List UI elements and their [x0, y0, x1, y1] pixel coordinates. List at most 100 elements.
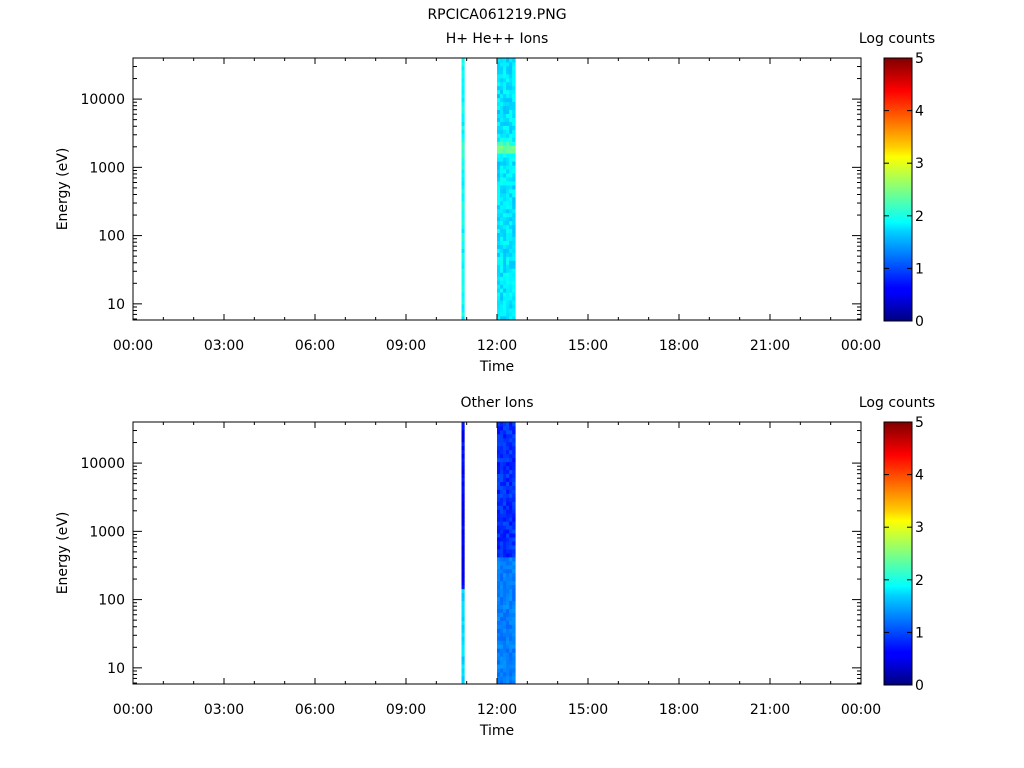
data-cell — [509, 256, 513, 261]
data-cell — [509, 169, 513, 174]
data-cell — [503, 93, 507, 99]
data-cell — [509, 477, 513, 482]
data-cell — [500, 560, 504, 566]
data-cell — [500, 244, 504, 249]
data-cell — [509, 568, 513, 574]
y-tick-label: 100 — [98, 593, 125, 609]
data-cell — [497, 125, 501, 130]
data-cell — [500, 533, 504, 538]
data-cell — [509, 680, 513, 685]
data-cell — [503, 457, 507, 463]
data-cell — [497, 312, 501, 317]
data-cell — [509, 652, 513, 657]
data-cell — [461, 145, 465, 150]
data-cell — [506, 509, 510, 514]
data-cell — [512, 529, 516, 534]
data-cell — [461, 445, 465, 451]
data-cell — [461, 141, 465, 146]
data-cell — [500, 592, 504, 598]
data-cell — [500, 525, 504, 530]
data-cell — [497, 272, 501, 277]
data-cell — [512, 73, 516, 79]
data-cell — [503, 264, 507, 269]
data-cell — [497, 177, 501, 182]
data-cell — [506, 121, 510, 126]
data-cell — [506, 493, 510, 498]
data-cell — [503, 117, 507, 122]
panel-top: H+ He++ Ions 00:00 03:00 06:00 09:00 12:00 15… — [55, 31, 935, 375]
data-cell — [461, 648, 465, 653]
data-cell — [506, 189, 510, 194]
data-cell — [503, 65, 507, 71]
data-cell — [500, 204, 504, 210]
data-cell — [503, 129, 507, 134]
data-cell — [500, 680, 504, 685]
data-cell — [509, 425, 513, 431]
x-tick-label: 15:00 — [568, 702, 608, 718]
data-cell — [461, 461, 465, 467]
data-cell — [500, 165, 504, 170]
data-cell — [497, 422, 501, 427]
data-cell — [461, 564, 465, 570]
data-cell — [497, 216, 501, 222]
data-cell — [512, 89, 516, 95]
data-cell — [497, 620, 501, 625]
data-cell — [503, 280, 507, 285]
data-cell — [500, 465, 504, 471]
data-cell — [506, 89, 510, 95]
colorbar-tick-label: 4 — [915, 104, 924, 120]
data-cell — [509, 189, 513, 194]
data-cell — [506, 185, 510, 190]
data-cell — [506, 564, 510, 570]
data-cell — [503, 145, 507, 150]
figure-title: RPCICA061219.PNG — [427, 7, 566, 23]
x-axis: 00:00 03:00 06:00 09:00 12:00 15:00 18:00 21:00… — [113, 422, 881, 718]
data-cell — [506, 560, 510, 566]
data-cell — [512, 105, 516, 111]
data-cell — [503, 232, 507, 238]
data-cell — [497, 296, 501, 301]
data-cell — [506, 513, 510, 518]
data-cell — [461, 553, 465, 558]
data-cell — [506, 117, 510, 122]
colorbar-ticks: 0 1 2 3 4 5 — [884, 51, 924, 330]
data-cell — [497, 553, 501, 558]
data-cell — [509, 61, 513, 67]
data-cell — [509, 600, 513, 606]
data-cell — [503, 640, 507, 645]
x-tick-label: 21:00 — [750, 702, 790, 718]
data-cell — [509, 445, 513, 451]
x-tick-label: 00:00 — [841, 338, 881, 354]
data-cell — [509, 276, 513, 281]
data-cell — [509, 493, 513, 498]
data-cell — [503, 284, 507, 289]
data-cell — [461, 117, 465, 122]
data-cell — [497, 457, 501, 463]
data-cell — [506, 572, 510, 578]
data-cell — [461, 125, 465, 130]
data-cell — [512, 260, 516, 265]
data-cell — [509, 204, 513, 210]
data-cell — [506, 149, 510, 154]
data-cell — [503, 181, 507, 186]
data-cell — [497, 461, 501, 467]
data-cell — [506, 157, 510, 162]
data-cell — [512, 216, 516, 222]
data-cell — [512, 481, 516, 486]
data-cell — [503, 596, 507, 602]
data-cell — [500, 620, 504, 625]
data-cell — [512, 549, 516, 554]
data-cell — [509, 312, 513, 317]
data-cell — [506, 260, 510, 265]
data-cell — [509, 125, 513, 130]
data-cell — [503, 85, 507, 91]
data-cell — [461, 216, 465, 222]
data-cell — [461, 101, 465, 107]
data-cell — [503, 600, 507, 606]
data-cell — [506, 545, 510, 550]
data-cell — [497, 252, 501, 257]
data-cell — [509, 541, 513, 546]
data-cell — [503, 461, 507, 467]
data-cell — [503, 553, 507, 558]
data-cell — [461, 77, 465, 83]
